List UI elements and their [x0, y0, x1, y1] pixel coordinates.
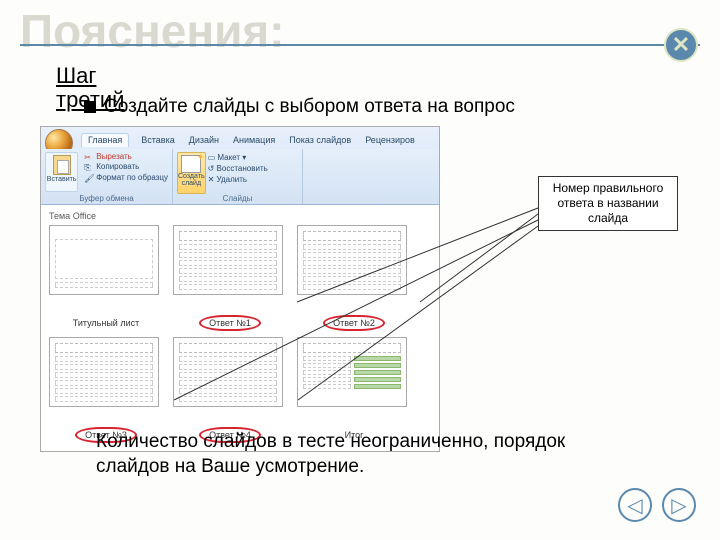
tab-review: Рецензиров	[363, 133, 417, 147]
slide-thumb	[49, 337, 159, 407]
gallery-caption: Ответ №2	[323, 315, 385, 331]
tab-insert: Вставка	[139, 133, 176, 147]
layout-item: ▭ Макет ▾	[208, 152, 268, 163]
new-slide-button: Создать слайд	[177, 152, 206, 194]
powerpoint-screenshot: Главная Вставка Дизайн Анимация Показ сл…	[40, 126, 440, 452]
slide-thumb	[49, 225, 159, 295]
close-button[interactable]: ✕	[664, 28, 698, 62]
new-slide-icon	[181, 155, 201, 173]
gallery-title: Тема Office	[49, 211, 431, 221]
slide-thumb	[173, 337, 283, 407]
reset-item: ↺ Восстановить	[208, 163, 268, 174]
clipboard-icon	[53, 155, 71, 175]
step-subtitle: Создайте слайды с выбором ответа на вопр…	[84, 96, 515, 118]
tab-animation: Анимация	[231, 133, 277, 147]
gallery-caption: Ответ №1	[199, 315, 261, 331]
paste-button: Вставить	[45, 152, 78, 192]
prev-button[interactable]: ◁	[618, 488, 652, 522]
slides-group: Создать слайд ▭ Макет ▾ ↺ Восстановить ✕…	[173, 149, 303, 204]
tab-design: Дизайн	[187, 133, 221, 147]
layout-gallery: Тема Office Титульный лист Ответ №1 Ответ …	[41, 205, 439, 451]
copy-item: ⎘Копировать	[84, 162, 168, 172]
gallery-item: Ответ №1	[173, 225, 287, 331]
cut-item: ✂Вырезать	[84, 152, 168, 162]
format-item: 🖌Формат по образцу	[84, 173, 168, 183]
delete-item: ✕ Удалить	[208, 174, 268, 185]
gallery-item: Итог	[297, 337, 411, 443]
slides-label: Слайды	[173, 194, 302, 203]
tab-slideshow: Показ слайдов	[287, 133, 353, 147]
tab-home: Главная	[81, 133, 129, 147]
next-button[interactable]: ▷	[662, 488, 696, 522]
bottom-note: Количество слайдов в тесте неограниченно…	[96, 430, 640, 479]
gallery-item: Ответ №4	[173, 337, 287, 443]
background-title: Пояснения:	[20, 8, 280, 54]
divider	[20, 44, 700, 46]
slide-thumb	[173, 225, 283, 295]
clipboard-label: Буфер обмена	[41, 194, 172, 203]
slide-thumb	[297, 225, 407, 295]
slide-thumb	[297, 337, 407, 407]
clipboard-group: Вставить ✂Вырезать ⎘Копировать 🖌Формат п…	[41, 149, 173, 204]
ribbon-tabs: Главная Вставка Дизайн Анимация Показ сл…	[81, 133, 417, 147]
gallery-caption: Титульный лист	[70, 318, 142, 328]
ribbon: Главная Вставка Дизайн Анимация Показ сл…	[41, 127, 439, 205]
gallery-item: Ответ №3	[49, 337, 163, 443]
callout-label: Номер правильного ответа в названии слай…	[538, 176, 678, 231]
gallery-item: Ответ №2	[297, 225, 411, 331]
gallery-item: Титульный лист	[49, 225, 163, 331]
